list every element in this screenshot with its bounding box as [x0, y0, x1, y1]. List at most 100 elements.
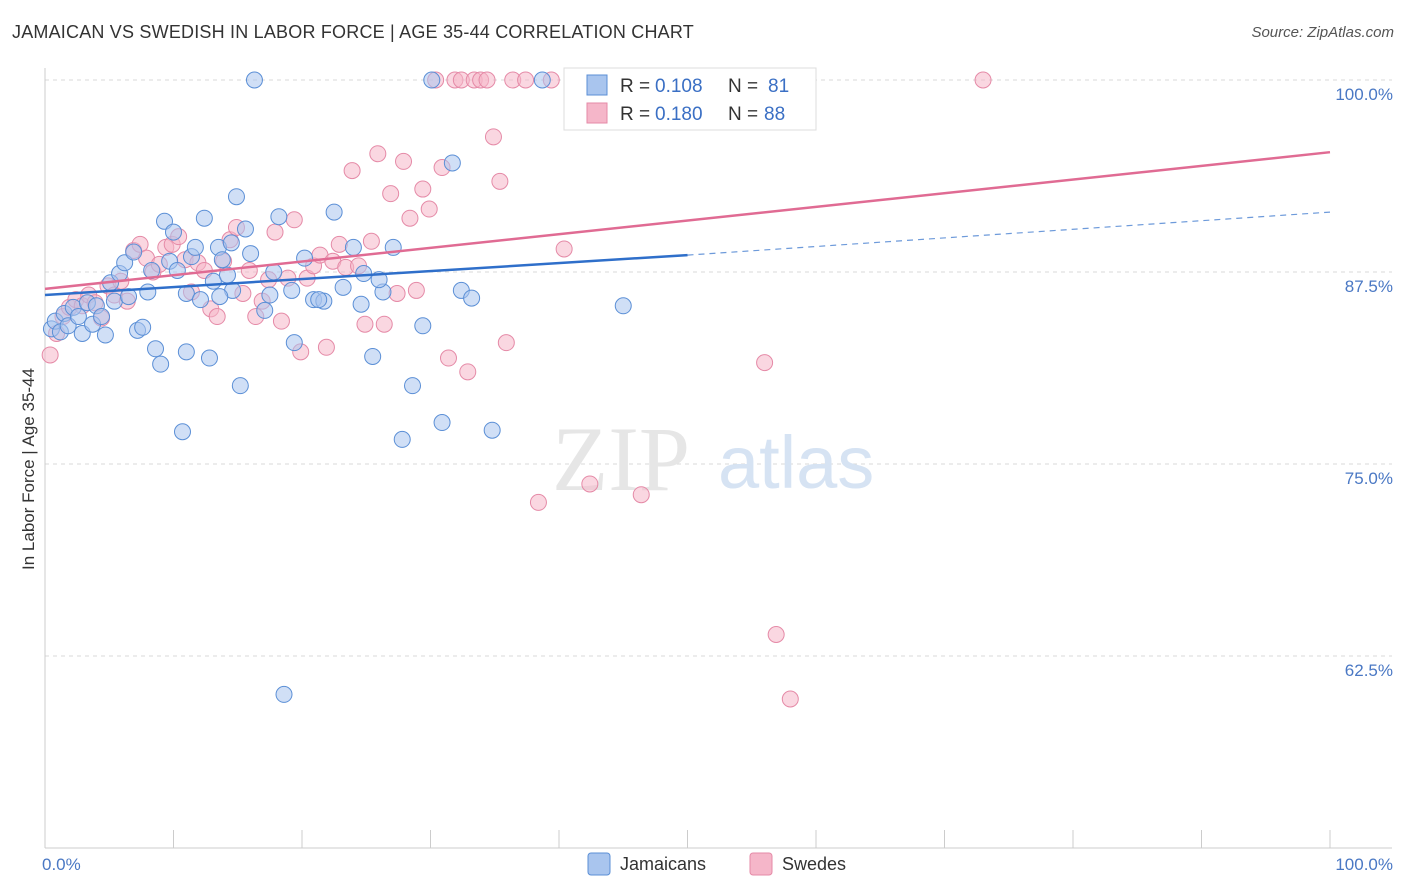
legend-r-value-2: 0.180 — [655, 104, 703, 125]
y-axis-label-text: In Labor Force | Age 35-44 — [19, 368, 38, 570]
swedes-point-51 — [369, 145, 387, 163]
jamaicans-point-32 — [186, 238, 204, 256]
jamaicans-point-79 — [283, 281, 301, 299]
legend-r-label-2: R = — [620, 104, 650, 125]
jamaicans-point-66 — [423, 71, 441, 89]
jamaicans-point-72 — [533, 71, 551, 89]
jamaicans-point-44 — [242, 245, 260, 263]
swedes-point-52 — [375, 315, 393, 333]
swedes-point-0 — [41, 346, 59, 364]
swedes-point-65 — [459, 363, 477, 381]
jamaicans-point-63 — [393, 430, 411, 448]
jamaicans-point-50 — [270, 208, 288, 226]
swedes-points — [41, 71, 992, 708]
jamaicans-point-11 — [93, 308, 111, 326]
y-tick-label-0: 62.5% — [1345, 661, 1393, 680]
jamaicans-point-20 — [134, 318, 152, 336]
jamaicans-trend-line — [44, 253, 688, 297]
jamaicans-point-59 — [355, 265, 373, 283]
jamaicans-point-29 — [173, 423, 191, 441]
legend-n-label-1: N = — [728, 76, 758, 97]
swedes-point-68 — [478, 71, 496, 89]
jamaicans-point-6 — [69, 308, 87, 326]
jamaicans-point-27 — [165, 223, 182, 241]
jamaicans-point-75 — [352, 295, 370, 313]
swedes-point-38 — [285, 211, 303, 229]
swedes-point-49 — [356, 315, 374, 333]
source-label: Source: ZipAtlas.com — [1251, 24, 1394, 41]
bottom-legend-swatch-jamaicans — [587, 852, 611, 876]
jamaicans-point-80 — [614, 297, 632, 315]
jamaicans-point-58 — [344, 238, 362, 256]
jamaicans-point-43 — [236, 220, 254, 238]
axes: 0.0% 100.0% — [42, 68, 1393, 874]
jamaicans-point-51 — [275, 685, 293, 703]
swedes-point-85 — [756, 354, 774, 372]
swedes-point-31 — [240, 261, 258, 279]
watermark-zip: ZIP — [552, 408, 690, 510]
swedes-point-84 — [767, 625, 785, 643]
watermark: ZIP atlas — [552, 408, 874, 510]
jamaicans-point-53 — [296, 249, 314, 267]
jamaicans-point-64 — [404, 377, 422, 395]
jamaicans-point-23 — [147, 340, 165, 358]
swedes-point-43 — [317, 338, 335, 356]
swedes-trend-line — [44, 150, 1331, 291]
y-axis-label: In Labor Force | Age 35-44 — [19, 368, 38, 570]
jamaicans-point-48 — [261, 286, 279, 304]
watermark-atlas: atlas — [718, 421, 874, 504]
legend-swatch-swedes — [586, 102, 608, 124]
legend-r-value-1: 0.108 — [655, 76, 703, 97]
jamaicans-trend-extension — [687, 211, 1331, 256]
swedes-point-70 — [491, 172, 509, 190]
jamaicans-point-70 — [463, 289, 481, 307]
jamaicans-point-33 — [191, 291, 209, 309]
jamaicans-point-12 — [96, 326, 114, 344]
legend-box: R = 0.108 N = 81 R = 0.180 N = 88 — [563, 67, 817, 131]
bottom-legend-swatch-swedes — [749, 852, 773, 876]
chart-title: JAMAICAN VS SWEDISH IN LABOR FORCE | AGE… — [12, 22, 694, 42]
bottom-legend-jamaicans: Jamaicans — [620, 854, 706, 874]
jamaicans-point-36 — [204, 272, 222, 290]
jamaicans-point-45 — [245, 71, 263, 89]
swedes-point-82 — [632, 486, 650, 504]
jamaicans-points — [42, 71, 632, 703]
jamaicans-point-42 — [231, 377, 249, 395]
jamaicans-point-65 — [414, 317, 432, 335]
jamaicans-point-67 — [433, 414, 451, 432]
swedes-point-78 — [581, 475, 599, 493]
swedes-point-71 — [497, 334, 515, 352]
grid-lines: 62.5% 75.0% 87.5% 100.0% — [45, 79, 1393, 680]
swedes-point-35 — [266, 223, 284, 241]
jamaicans-point-24 — [152, 355, 170, 373]
jamaicans-point-60 — [364, 347, 382, 365]
swedes-point-47 — [343, 162, 361, 180]
bottom-legend: Jamaicans Swedes — [587, 852, 846, 876]
jamaicans-point-71 — [483, 421, 501, 439]
jamaicans-point-56 — [325, 203, 343, 221]
jamaicans-point-78 — [211, 288, 229, 306]
jamaicans-point-40 — [222, 234, 240, 252]
swedes-point-56 — [401, 209, 419, 227]
jamaicans-point-17 — [120, 288, 138, 306]
jamaicans-point-47 — [256, 301, 274, 319]
swedes-point-55 — [395, 152, 413, 170]
swedes-point-73 — [517, 71, 535, 89]
jamaicans-point-57 — [334, 278, 352, 296]
y-tick-label-2: 87.5% — [1345, 277, 1393, 296]
swedes-point-74 — [529, 493, 547, 511]
legend-n-label-2: N = — [728, 104, 758, 125]
jamaicans-point-41 — [227, 188, 245, 206]
swedes-point-69 — [484, 128, 502, 146]
swedes-point-62 — [439, 349, 457, 367]
jamaicans-point-35 — [200, 349, 218, 367]
swedes-point-76 — [555, 240, 573, 258]
swedes-point-26 — [208, 308, 226, 326]
swedes-point-50 — [362, 232, 380, 250]
jamaicans-point-52 — [285, 334, 303, 352]
x-tick-label-0: 0.0% — [42, 855, 81, 874]
legend-n-value-2: 88 — [764, 104, 785, 125]
swedes-point-86 — [781, 690, 799, 708]
jamaicans-point-38 — [213, 251, 231, 269]
